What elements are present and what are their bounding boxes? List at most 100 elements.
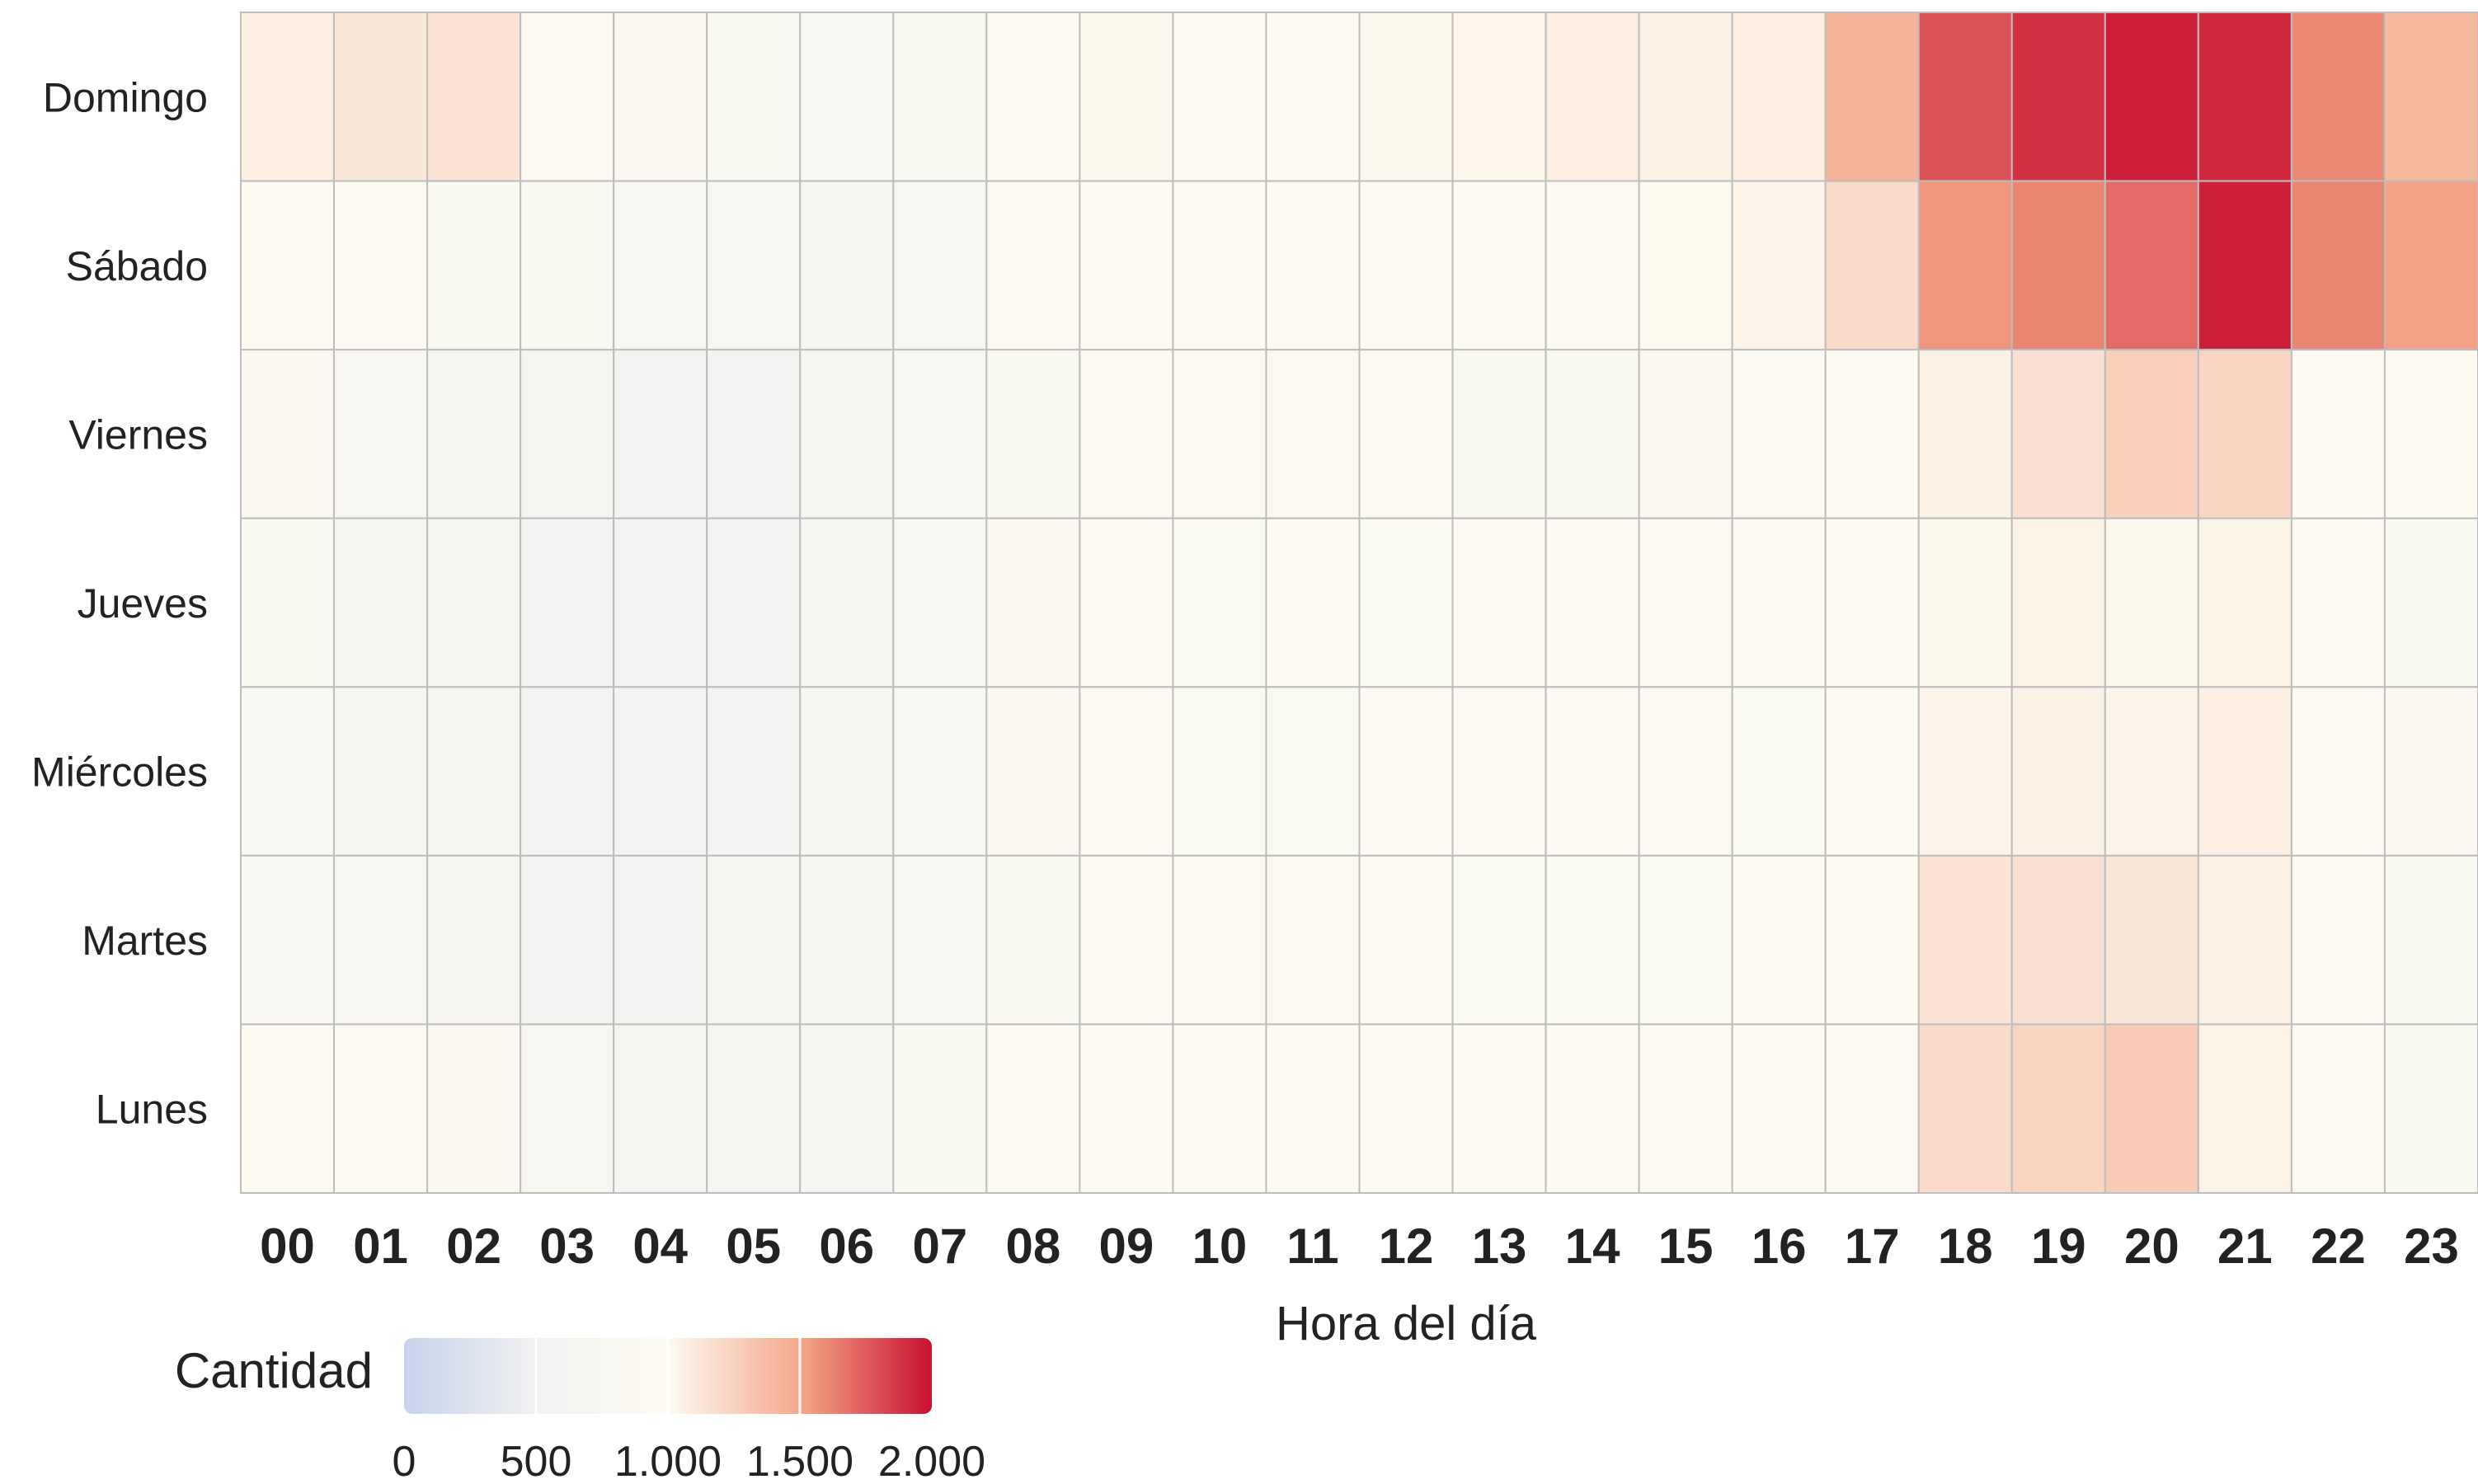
heatmap-cell-lunes-18 [1917, 1023, 2013, 1195]
heatmap-cell-jueves-18 [1917, 517, 2013, 688]
y-tick-label: Domingo [43, 74, 208, 120]
heatmap-cell-miércoles-05 [706, 686, 802, 857]
heatmap-cell-jueves-08 [985, 517, 1081, 688]
heatmap-cell-jueves-01 [333, 517, 429, 688]
heatmap-cell-miércoles-18 [1917, 686, 2013, 857]
y-tick-label: Viernes [68, 411, 208, 458]
heatmap-cell-domingo-13 [1451, 12, 1547, 182]
heatmap-cell-miércoles-08 [985, 686, 1081, 857]
heatmap-cell-sábado-08 [985, 180, 1081, 351]
y-axis-labels: Domingo Sábado Viernes Jueves Miércoles Marte… [31, 74, 208, 1132]
heatmap-cell-lunes-10 [1172, 1023, 1267, 1195]
heatmap-cell-sábado-09 [1079, 180, 1174, 351]
heatmap-cell-viernes-20 [2104, 349, 2199, 519]
heatmap-cell-miércoles-12 [1358, 686, 1454, 857]
x-tick-label: 00 [260, 1219, 315, 1274]
heatmap-cell-sábado-07 [892, 180, 988, 351]
heatmap-cell-martes-13 [1451, 854, 1547, 1026]
x-tick-label: 08 [1005, 1219, 1060, 1274]
x-tick-label: 17 [1845, 1219, 1900, 1274]
heatmap-cell-miércoles-04 [613, 686, 708, 857]
heatmap-cell-viernes-07 [892, 349, 988, 519]
heatmap-cell-lunes-03 [520, 1023, 615, 1195]
heatmap-cell-martes-08 [985, 854, 1081, 1026]
heatmap-cell-jueves-07 [892, 517, 988, 688]
heatmap-cell-viernes-14 [1545, 349, 1640, 519]
heatmap-cell-sábado-04 [613, 180, 708, 351]
heatmap-cell-domingo-09 [1079, 12, 1174, 182]
x-tick-label: 15 [1658, 1219, 1714, 1274]
x-tick-label: 05 [726, 1219, 781, 1274]
heatmap-cell-sábado-18 [1917, 180, 2013, 351]
heatmap-cell-lunes-16 [1731, 1023, 1827, 1195]
heatmap-cell-domingo-17 [1824, 12, 1920, 182]
heatmap-cell-viernes-04 [613, 349, 708, 519]
heatmap-cell-lunes-23 [2383, 1023, 2478, 1195]
heatmap-cell-viernes-03 [520, 349, 615, 519]
heatmap-cell-sábado-12 [1358, 180, 1454, 351]
heatmap-cell-viernes-13 [1451, 349, 1547, 519]
heatmap-cell-miércoles-06 [799, 686, 895, 857]
x-tick-label: 23 [2404, 1219, 2459, 1274]
x-tick-label: 09 [1099, 1219, 1154, 1274]
y-tick-label: Jueves [78, 580, 208, 627]
heatmap-cell-lunes-19 [2010, 1023, 2106, 1195]
heatmap-cell-sábado-10 [1172, 180, 1267, 351]
heatmap-cell-miércoles-03 [520, 686, 615, 857]
heatmap-cell-lunes-09 [1079, 1023, 1174, 1195]
heatmap-cell-sábado-20 [2104, 180, 2199, 351]
heatmap-cell-miércoles-02 [426, 686, 522, 857]
heatmap-cell-jueves-23 [2383, 517, 2478, 688]
x-tick-label: 22 [2311, 1219, 2366, 1274]
heatmap-cell-lunes-05 [706, 1023, 802, 1195]
heatmap-cell-domingo-04 [613, 12, 708, 182]
heatmap-cell-martes-09 [1079, 854, 1174, 1026]
heatmap-cell-martes-14 [1545, 854, 1640, 1026]
heatmap-cell-viernes-00 [240, 349, 336, 519]
heatmap-cell-viernes-10 [1172, 349, 1267, 519]
heatmap-cell-martes-11 [1265, 854, 1361, 1026]
heatmap-cell-viernes-21 [2197, 349, 2292, 519]
heatmap-cell-lunes-06 [799, 1023, 895, 1195]
heatmap-cell-lunes-21 [2197, 1023, 2292, 1195]
heatmap-cell-miércoles-10 [1172, 686, 1267, 857]
colorbar-tick-label: 1.000 [614, 1438, 722, 1484]
heatmap-cell-miércoles-09 [1079, 686, 1174, 857]
heatmap-cell-jueves-06 [799, 517, 895, 688]
x-axis-title: Hora del día [1276, 1297, 1537, 1350]
heatmap-cell-miércoles-07 [892, 686, 988, 857]
heatmap-cell-sábado-13 [1451, 180, 1547, 351]
x-tick-label: 19 [2031, 1219, 2086, 1274]
heatmap-cell-miércoles-13 [1451, 686, 1547, 857]
heatmap-cell-domingo-14 [1545, 12, 1640, 182]
heatmap-cell-jueves-16 [1731, 517, 1827, 688]
heatmap-cell-domingo-07 [892, 12, 988, 182]
heatmap-cell-martes-12 [1358, 854, 1454, 1026]
x-tick-label: 02 [446, 1219, 501, 1274]
x-tick-label: 04 [632, 1219, 688, 1274]
heatmap-cell-viernes-18 [1917, 349, 2013, 519]
heatmap-cell-miércoles-20 [2104, 686, 2199, 857]
x-tick-label: 07 [912, 1219, 967, 1274]
heatmap-cell-jueves-12 [1358, 517, 1454, 688]
x-tick-label: 13 [1472, 1219, 1527, 1274]
heatmap-cell-domingo-18 [1917, 12, 2013, 182]
heatmap-cell-martes-03 [520, 854, 615, 1026]
heatmap-cell-sábado-23 [2383, 180, 2478, 351]
y-tick-label: Sábado [66, 243, 208, 289]
x-tick-label: 12 [1379, 1219, 1434, 1274]
heatmap-cell-viernes-12 [1358, 349, 1454, 519]
heatmap-cell-domingo-16 [1731, 12, 1827, 182]
heatmap-cell-domingo-11 [1265, 12, 1361, 182]
heatmap-cell-sábado-03 [520, 180, 615, 351]
heatmap-cell-martes-23 [2383, 854, 2478, 1026]
heatmap-cell-domingo-08 [985, 12, 1081, 182]
heatmap-cell-domingo-03 [520, 12, 615, 182]
heatmap-cell-jueves-04 [613, 517, 708, 688]
y-tick-label: Lunes [96, 1087, 208, 1133]
heatmap-cell-domingo-15 [1638, 12, 1733, 182]
heatmap-cell-miércoles-00 [240, 686, 336, 857]
heatmap-cell-martes-19 [2010, 854, 2106, 1026]
heatmap-cell-miércoles-14 [1545, 686, 1640, 857]
